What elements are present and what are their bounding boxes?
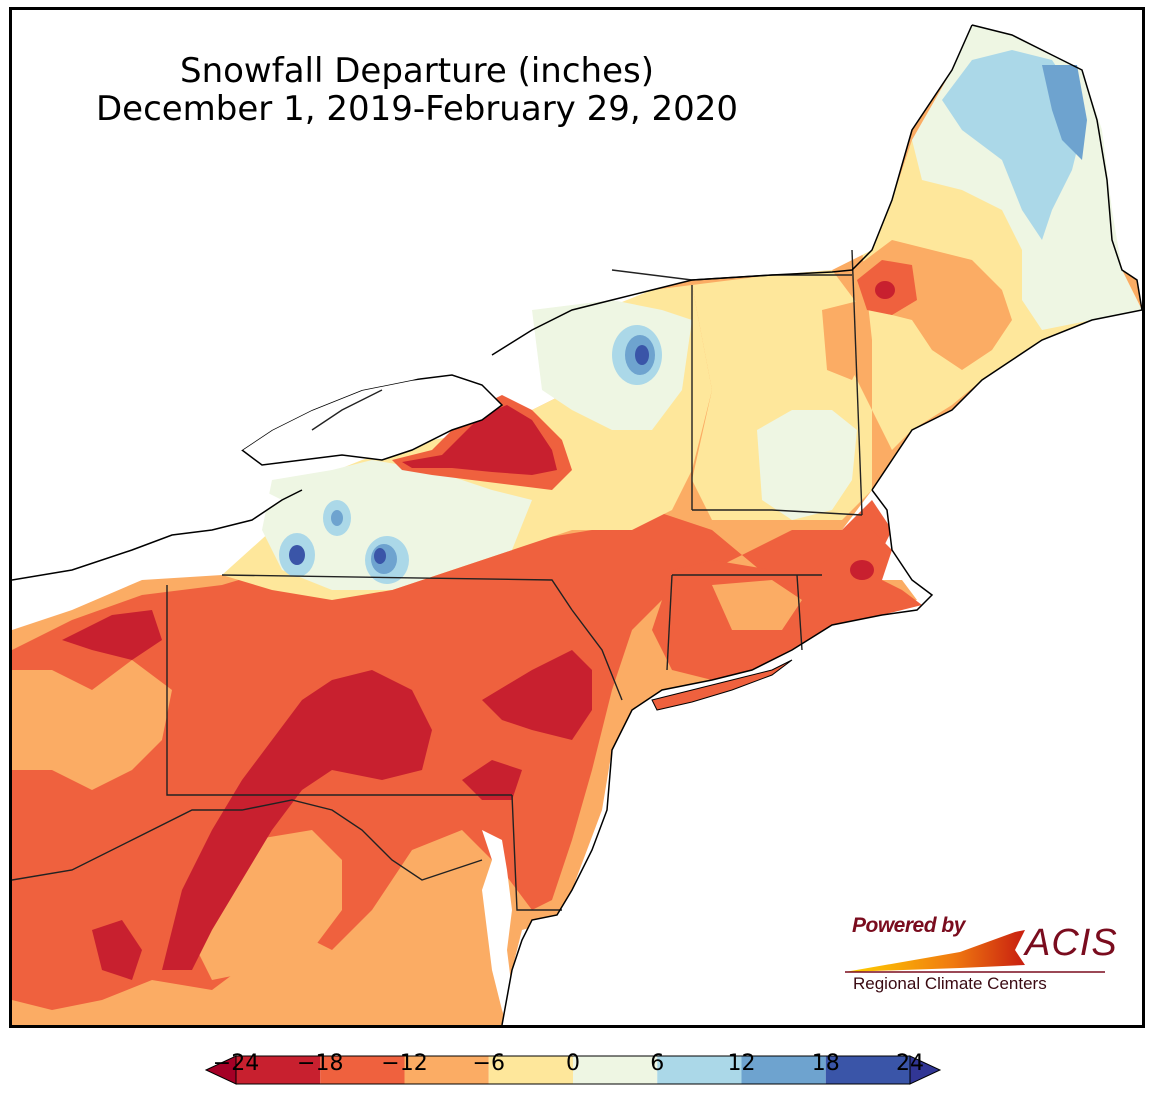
chesapeake-bay xyxy=(482,830,517,1025)
colorbar-tick-label: 18 xyxy=(811,1051,840,1076)
region-w-pa-dark-red xyxy=(62,610,162,660)
colorbar-tick-label: −24 xyxy=(212,1051,260,1076)
map-title-line2: December 1, 2019-February 29, 2020 xyxy=(95,89,739,129)
region-tug-hill-deep xyxy=(402,405,557,475)
coastlines xyxy=(491,24,1142,1025)
colorbar-bin xyxy=(320,1056,405,1084)
region-west-pa-light xyxy=(12,660,172,790)
canada-north xyxy=(532,10,972,300)
colorbar-tick-label: 0 xyxy=(566,1051,580,1076)
region-maine-blue xyxy=(1042,65,1087,160)
region-nh-green xyxy=(757,410,857,520)
colorbar-border xyxy=(235,1055,911,1085)
colorbar-bin xyxy=(657,1056,742,1084)
colorbar-tick-label: −12 xyxy=(381,1051,428,1076)
colorbar-bin xyxy=(741,1056,826,1084)
region-nh-orange xyxy=(822,300,872,380)
colorbar-bin xyxy=(236,1056,321,1084)
state-borders xyxy=(12,249,863,911)
colorbar-bins xyxy=(204,1055,942,1085)
snowfall-departure-map xyxy=(12,10,1142,1025)
colorbar-tick-label: −6 xyxy=(472,1051,505,1076)
acis-swoosh-icon xyxy=(845,930,1105,973)
colorbar xyxy=(204,1055,942,1085)
colorbar-tick-label: 24 xyxy=(896,1051,924,1076)
acis-subtitle: Regional Climate Centers xyxy=(853,974,1047,993)
atlantic-ocean xyxy=(502,310,1142,1025)
blob-finger-lakes-3-core xyxy=(374,548,386,564)
region-ct-light xyxy=(712,580,802,630)
blob-finger-lakes-1-core xyxy=(289,545,305,565)
blob-maine-red xyxy=(875,281,895,299)
colorbar-bin xyxy=(488,1056,573,1084)
region-ridge-dark-red xyxy=(162,670,432,970)
blob-finger-lakes-2-core xyxy=(331,510,343,526)
canada-region xyxy=(12,10,612,470)
region-ne-pa-dark-red xyxy=(482,650,592,740)
colorbar-tick-label: 6 xyxy=(650,1051,665,1076)
colorbar-bin xyxy=(825,1056,910,1084)
region-maine-light-blue xyxy=(942,50,1082,240)
map-frame: Snowfall Departure (inches) December 1, … xyxy=(9,7,1145,1028)
lake-erie-shore xyxy=(12,489,303,581)
region-ny-green xyxy=(262,460,532,590)
lake-erie-canada xyxy=(12,400,282,580)
blob-adirondack-core xyxy=(635,345,649,365)
long-island xyxy=(651,659,793,711)
acis-name: ACIS xyxy=(1025,922,1118,964)
colorbar-bin xyxy=(573,1056,658,1084)
map-title-line1: Snowfall Departure (inches) xyxy=(180,51,654,91)
region-sw-dark-red xyxy=(92,920,142,980)
colorbar-tick-label: −18 xyxy=(297,1051,344,1076)
acis-logo: Powered by ACIS Regional Climate Centers xyxy=(840,910,1130,1005)
region-se-pa-dark-red xyxy=(462,760,522,800)
colorbar-tick-label: 12 xyxy=(727,1051,756,1076)
blob-mass-dark xyxy=(850,560,874,580)
acis-powered-by: Powered by xyxy=(852,914,965,937)
colorbar-bin xyxy=(404,1056,489,1084)
